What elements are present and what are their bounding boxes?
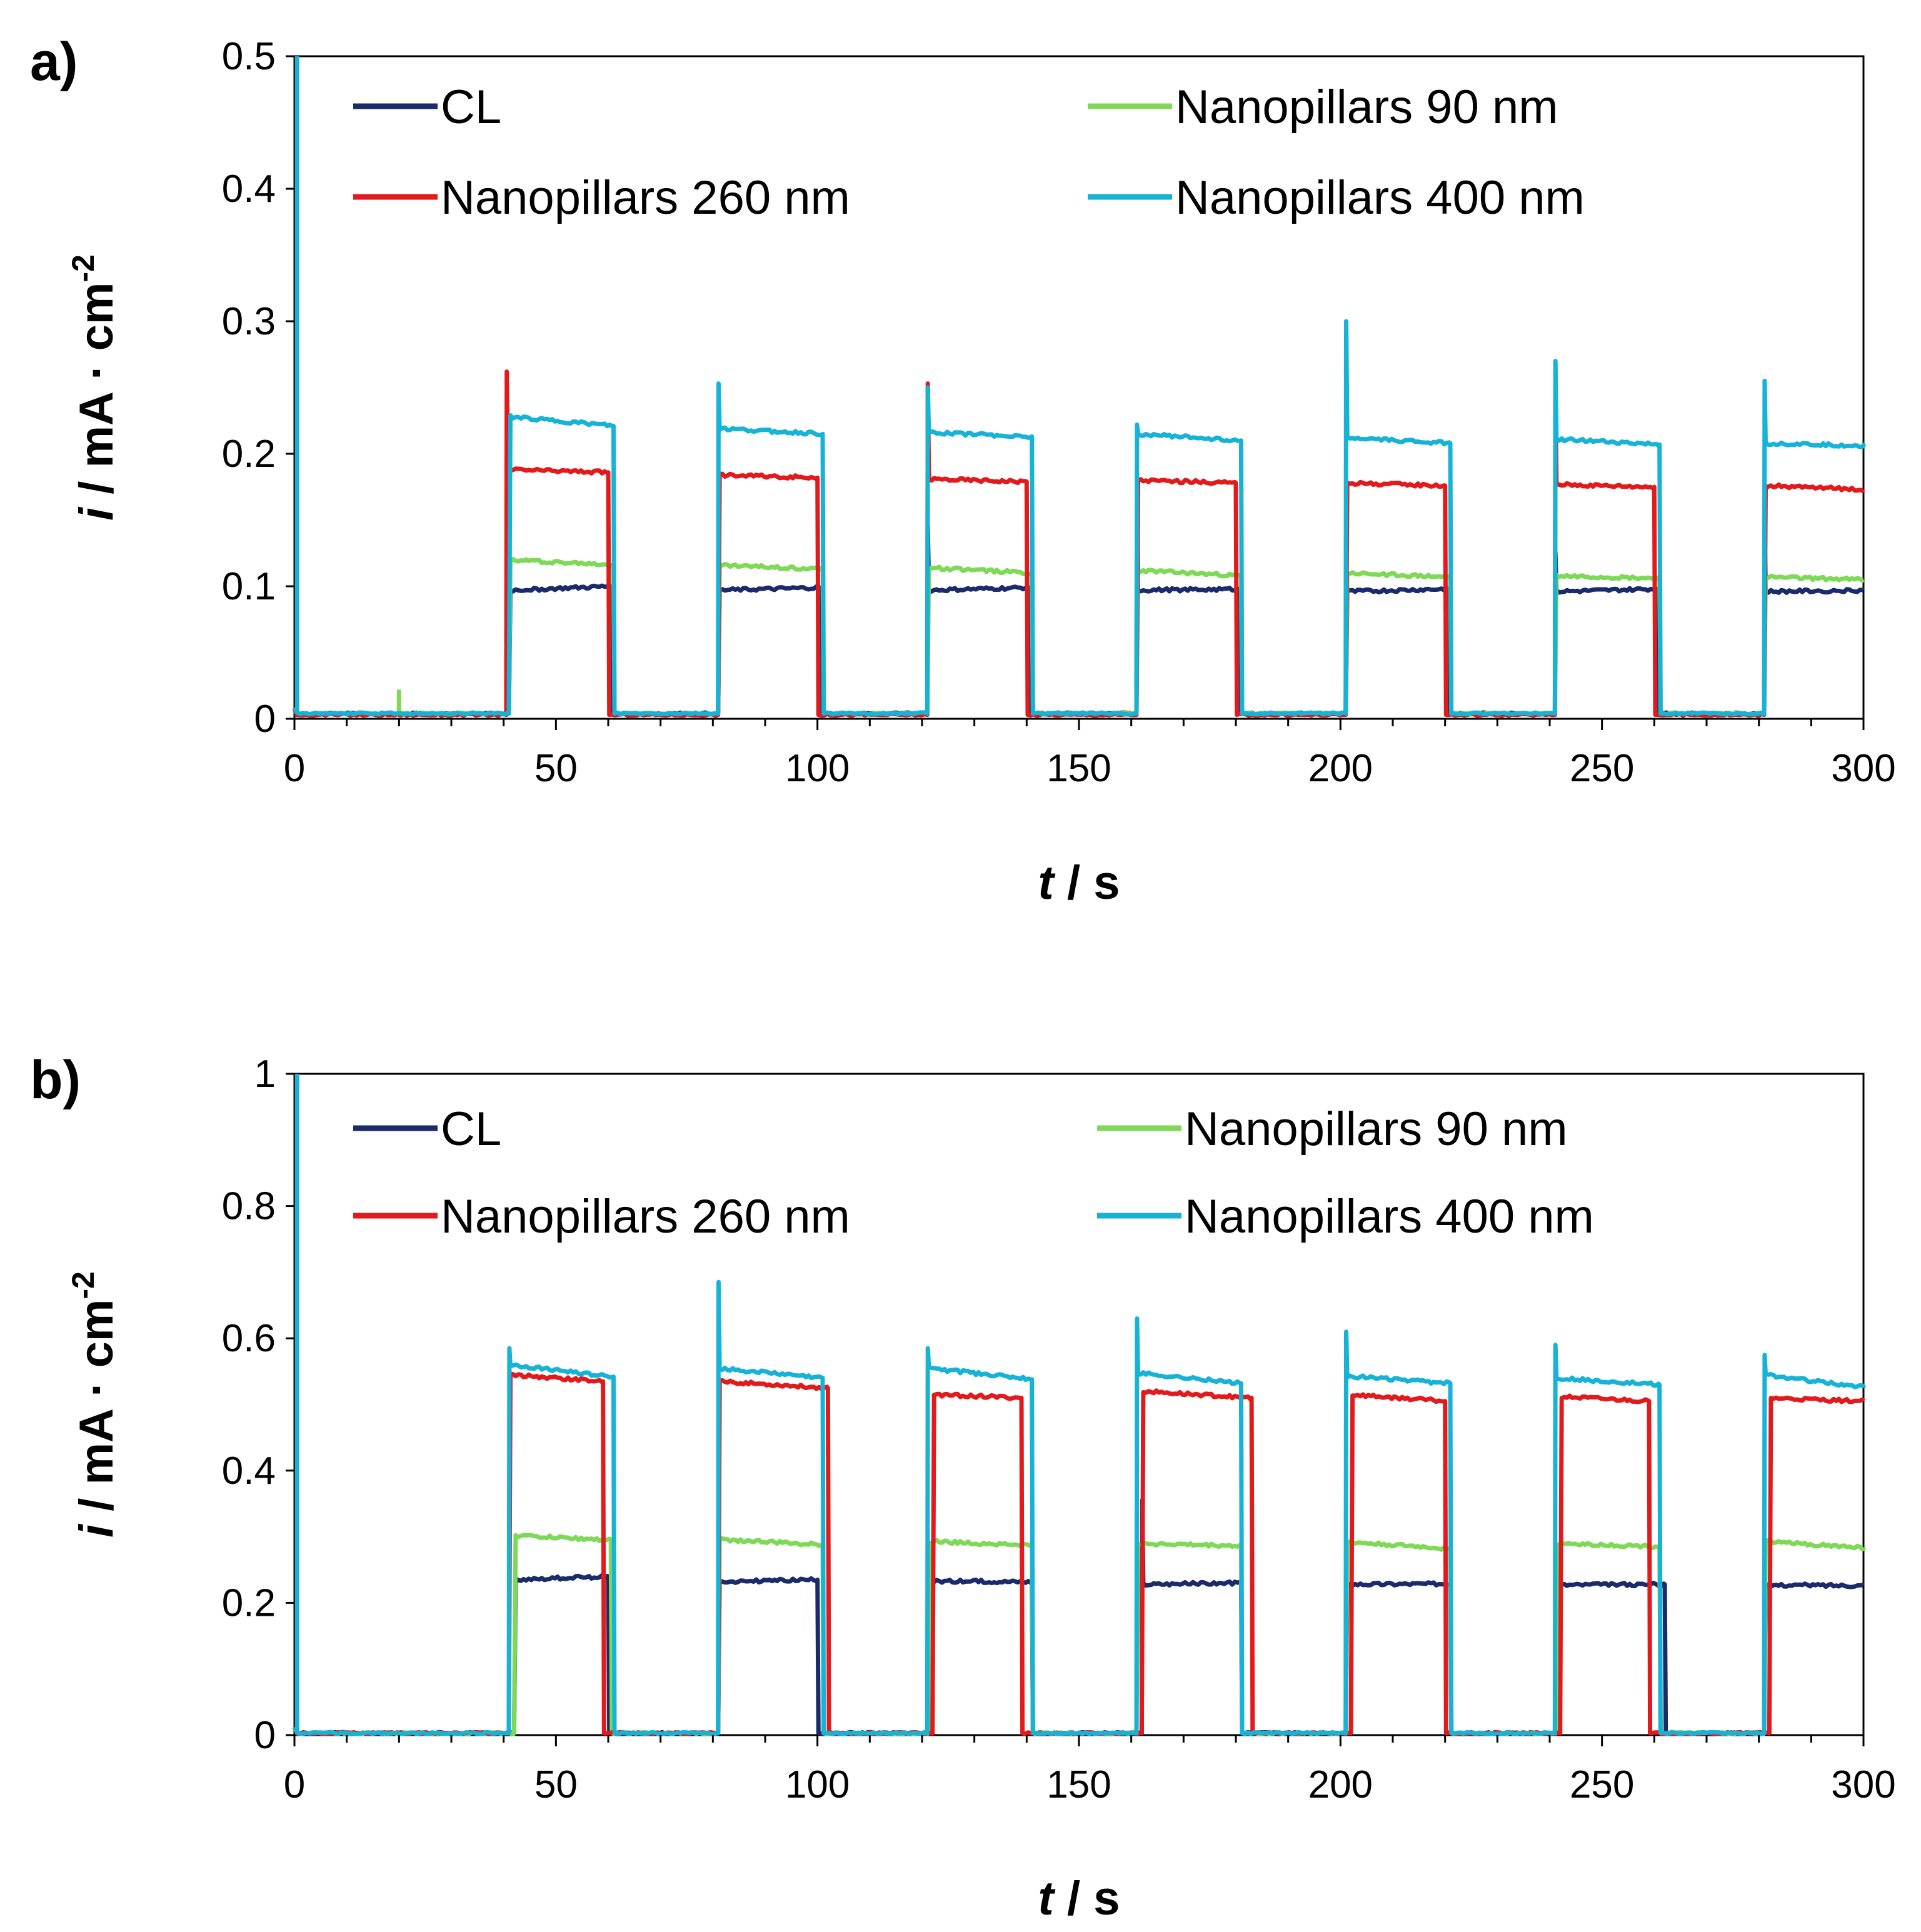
y-axis-b: 0 0.2 0.4 0.6 0.8 1 <box>222 1053 294 1757</box>
x-tick-label: 300 <box>1831 747 1895 790</box>
plot-area-a <box>293 55 1865 720</box>
panel-a: a) 0 0.1 0.2 0.3 0.4 0.5 0 50 100 150 200 250 300 t… <box>30 32 1896 909</box>
x-axis-b: 0 50 100 150 200 250 300 <box>284 1735 1896 1806</box>
x-axis-title-a: t / s <box>1038 856 1120 909</box>
legend-label-400nm: Nanopillars 400 nm <box>1185 1190 1594 1243</box>
y-tick-label: 0.1 <box>222 565 276 608</box>
series-line-nanopillars-400-nm <box>292 319 1866 717</box>
y-tick-label: 0.5 <box>222 35 276 78</box>
y-axis-title-b: i / mA · cm-2 <box>66 1271 123 1538</box>
y-axis-a: 0 0.1 0.2 0.3 0.4 0.5 <box>222 35 294 741</box>
x-tick-label: 50 <box>534 747 578 790</box>
y-tick-label: 1 <box>254 1053 276 1096</box>
x-tick-label: 50 <box>534 1763 578 1806</box>
x-axis-title-b: t / s <box>1038 1872 1120 1925</box>
x-tick-label: 250 <box>1570 747 1634 790</box>
y-tick-label: 0.6 <box>222 1317 276 1360</box>
y-tick-label: 0.4 <box>222 1449 276 1493</box>
y-tick-label: 0 <box>254 698 276 741</box>
series-layer-b <box>292 1074 1866 1736</box>
x-tick-label: 300 <box>1831 1763 1895 1806</box>
x-tick-label: 100 <box>785 1763 850 1806</box>
x-axis-a: 0 50 100 150 200 250 300 <box>284 719 1896 790</box>
x-tick-label: 200 <box>1308 747 1373 790</box>
y-tick-label: 0.3 <box>222 300 276 343</box>
series-line-nanopillars-400-nm <box>292 1279 1866 1736</box>
x-tick-label: 200 <box>1308 1763 1373 1806</box>
y-tick-label: 0.4 <box>222 168 276 211</box>
x-tick-label: 0 <box>284 747 305 790</box>
y-axis-title-a: i / mA · cm-2 <box>66 254 123 521</box>
legend-label-400nm: Nanopillars 400 nm <box>1175 171 1585 224</box>
y-tick-label: 0.8 <box>222 1185 276 1228</box>
y-tick-label: 0.2 <box>222 433 276 476</box>
x-tick-label: 150 <box>1046 747 1111 790</box>
legend-label-cl: CL <box>441 81 501 134</box>
legend-label-260nm: Nanopillars 260 nm <box>441 171 850 224</box>
legend-label-90nm: Nanopillars 90 nm <box>1175 81 1558 134</box>
legend-b: CL Nanopillars 90 nm Nanopillars 260 nm … <box>353 1103 1594 1243</box>
legend-label-cl: CL <box>441 1103 501 1156</box>
panel-b: b) 0 0.2 0.4 0.6 0.8 1 0 50 100 150 200 250 300 t /… <box>30 1050 1896 1925</box>
panel-label-a: a) <box>30 32 78 92</box>
panel-label-b: b) <box>30 1050 81 1110</box>
series-layer-a <box>292 56 1866 718</box>
y-tick-label: 0 <box>254 1714 276 1757</box>
x-tick-label: 0 <box>284 1763 305 1806</box>
legend-label-90nm: Nanopillars 90 nm <box>1185 1103 1568 1156</box>
x-tick-label: 100 <box>785 747 850 790</box>
x-tick-label: 150 <box>1046 1763 1111 1806</box>
x-tick-label: 250 <box>1570 1763 1634 1806</box>
y-tick-label: 0.2 <box>222 1581 276 1624</box>
legend-a: CL Nanopillars 90 nm Nanopillars 260 nm … <box>353 81 1585 224</box>
plot-area-b <box>293 1073 1865 1736</box>
legend-label-260nm: Nanopillars 260 nm <box>441 1190 850 1243</box>
